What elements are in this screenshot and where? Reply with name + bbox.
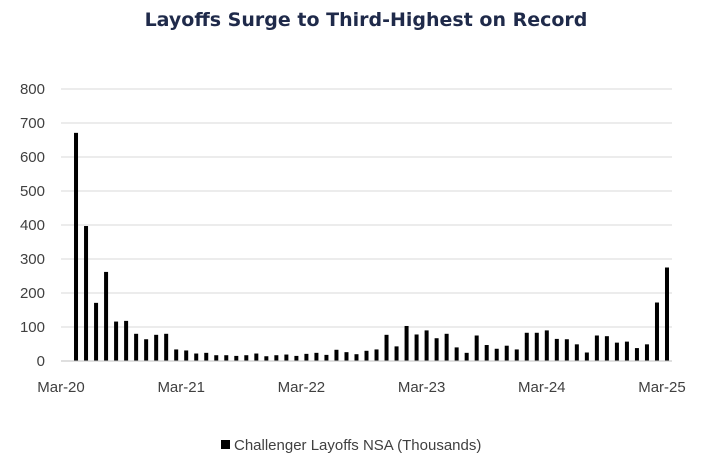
- x-tick-label: Mar-22: [278, 379, 326, 396]
- bar-Oct-20: [134, 333, 139, 361]
- legend-label: Challenger Layoffs NSA (Thousands): [234, 437, 481, 454]
- bar-Feb-24: [534, 332, 539, 361]
- bar-Nov-20: [144, 339, 149, 361]
- bar-Sep-20: [124, 320, 129, 361]
- bar-Aug-23: [474, 335, 479, 361]
- y-tick-label: 300: [20, 251, 45, 268]
- bar-Mar-23: [424, 330, 429, 361]
- bar-Jun-22: [334, 349, 339, 361]
- bar-Jan-23: [404, 325, 409, 361]
- chart-title: Layoffs Surge to Third-Highest on Record: [145, 9, 588, 31]
- x-tick-label: Mar-23: [398, 379, 446, 396]
- bar-Mar-24: [544, 330, 549, 361]
- y-tick-label: 700: [20, 115, 45, 132]
- bar-Dec-20: [154, 334, 159, 361]
- bar-Apr-22: [314, 352, 319, 361]
- bar-Aug-24: [594, 335, 599, 361]
- legend: Challenger Layoffs NSA (Thousands): [221, 437, 481, 454]
- bar-Oct-21: [254, 353, 259, 361]
- bar-Sep-22: [364, 350, 369, 361]
- bar-Sep-21: [244, 355, 249, 361]
- bar-Feb-25: [654, 302, 659, 361]
- bar-Dec-24: [634, 348, 639, 361]
- bar-May-23: [444, 333, 449, 361]
- bar-May-22: [324, 354, 329, 361]
- bar-Apr-23: [434, 338, 439, 361]
- bar-Jul-24: [584, 352, 589, 361]
- y-tick-label: 200: [20, 285, 45, 302]
- bar-Dec-22: [394, 346, 399, 361]
- bar-Jan-25: [644, 344, 649, 361]
- bar-Jul-23: [464, 352, 469, 361]
- bar-Feb-23: [414, 334, 419, 361]
- bar-Apr-21: [194, 353, 199, 361]
- y-tick-label: 800: [20, 81, 45, 98]
- bar-Aug-21: [234, 355, 239, 361]
- bar-Apr-24: [554, 338, 559, 361]
- bar-Dec-23: [514, 349, 519, 361]
- bar-Jan-21: [164, 333, 169, 361]
- bar-May-24: [564, 339, 569, 361]
- bar-Jun-21: [214, 355, 219, 361]
- bar-Nov-22: [384, 334, 389, 361]
- bar-Feb-21: [174, 349, 179, 361]
- bar-Jan-22: [284, 354, 289, 361]
- bar-Nov-24: [624, 341, 629, 361]
- y-tick-label: 0: [37, 353, 45, 370]
- bar-May-20: [84, 226, 89, 361]
- bar-Jul-21: [224, 355, 229, 361]
- gridlines: [61, 88, 672, 328]
- bar-Sep-23: [484, 345, 489, 361]
- bar-Nov-23: [504, 345, 509, 361]
- bar-Jan-24: [524, 332, 529, 361]
- y-tick-label: 600: [20, 149, 45, 166]
- y-tick-label: 400: [20, 217, 45, 234]
- x-tick-label: Mar-20: [37, 379, 85, 396]
- bar-Mar-25: [664, 267, 669, 361]
- bar-Aug-22: [354, 354, 359, 361]
- x-tick-label: Mar-24: [518, 379, 566, 396]
- y-axis-ticks: 0 100 200 300 400 500 600 700 800: [20, 81, 45, 370]
- legend-swatch: [221, 440, 230, 449]
- bar-Jun-20: [94, 302, 99, 361]
- bar-Jun-23: [454, 347, 459, 361]
- bar-Oct-23: [494, 348, 499, 361]
- bar-May-21: [204, 352, 209, 361]
- bar-Nov-21: [264, 356, 269, 361]
- bar-Feb-22: [294, 355, 299, 361]
- bar-Jul-22: [344, 352, 349, 361]
- y-tick-label: 100: [20, 319, 45, 336]
- bar-Aug-20: [114, 321, 119, 361]
- bar-Oct-22: [374, 349, 379, 361]
- bar-Oct-24: [614, 342, 619, 361]
- y-tick-label: 500: [20, 183, 45, 200]
- bar-Apr-20: [74, 132, 79, 361]
- bar-Jul-20: [104, 271, 109, 361]
- bar-Mar-22: [304, 353, 309, 361]
- x-tick-label: Mar-25: [638, 379, 686, 396]
- bar-Sep-24: [604, 336, 609, 361]
- bar-Mar-21: [184, 350, 189, 361]
- x-axis-ticks: Mar-20 Mar-21 Mar-22 Mar-23 Mar-24 Mar-25: [37, 379, 685, 396]
- bar-series: [74, 132, 669, 361]
- x-tick-label: Mar-21: [157, 379, 205, 396]
- bar-Jun-24: [574, 344, 579, 361]
- bar-Dec-21: [274, 355, 279, 361]
